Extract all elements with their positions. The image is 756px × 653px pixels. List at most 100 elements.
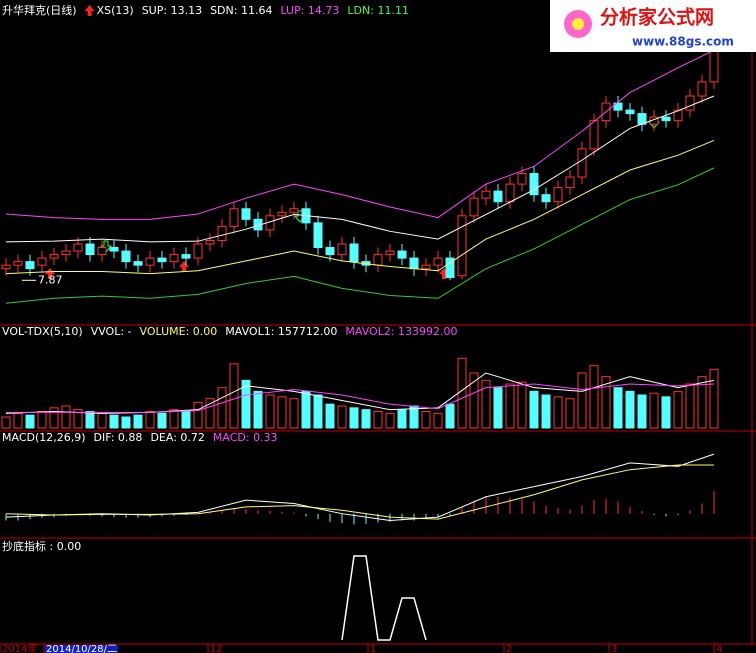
candle-body <box>1 264 11 270</box>
volume-bar <box>25 414 35 429</box>
volume-bar <box>325 403 335 429</box>
volume-bar <box>37 411 47 429</box>
volume-bar <box>661 396 671 429</box>
candle-body <box>277 211 287 217</box>
volume-bar <box>397 409 407 429</box>
candle-body <box>181 254 191 259</box>
watermark-logo <box>572 18 584 30</box>
candle-body <box>541 194 551 203</box>
indicator-line <box>341 555 427 641</box>
volume-bar <box>481 379 491 429</box>
volume-bar <box>505 383 515 429</box>
panel-header: VOLUME: 0.00 <box>140 325 218 338</box>
volume-bar <box>157 412 167 429</box>
volume-bar <box>565 398 575 429</box>
panel-header: XS(13) <box>97 4 134 17</box>
volume-bar <box>13 412 23 429</box>
candle-body <box>25 261 35 270</box>
candle-body <box>349 243 359 263</box>
candle-body <box>577 148 587 178</box>
volume-bar <box>133 414 143 429</box>
volume-bar <box>685 383 695 429</box>
volume-bar <box>1 416 11 429</box>
volume-bar <box>349 407 359 429</box>
volume-bar <box>265 394 275 429</box>
indicator-line <box>5 49 715 220</box>
candle-body <box>61 250 71 256</box>
volume-bar <box>421 411 431 429</box>
candle-body <box>289 208 299 213</box>
candle-body <box>205 239 215 245</box>
x-axis-label: 4 <box>716 644 722 653</box>
volume-bar <box>541 394 551 429</box>
volume-bar <box>445 403 455 429</box>
header-arrow <box>84 5 95 16</box>
min-label: 7.87 <box>38 273 63 286</box>
watermark-title: 分析家公式网 <box>600 6 714 29</box>
volume-bar <box>553 396 563 429</box>
panel-header: MAVOL1: 157712.00 <box>225 325 337 338</box>
volume-bar <box>313 394 323 429</box>
volume-bar <box>217 387 227 429</box>
candle-body <box>229 208 239 227</box>
volume-bar <box>433 412 443 429</box>
candle-body <box>133 261 143 266</box>
candle-body <box>589 120 599 150</box>
candle-body <box>445 257 455 278</box>
candle-body <box>409 257 419 270</box>
candle-body <box>613 102 623 111</box>
candle-body <box>421 264 431 270</box>
panel-header: DIF: 0.88 <box>94 431 143 444</box>
volume-bar <box>181 411 191 429</box>
volume-bar <box>61 405 71 429</box>
x-axis-label: 2 <box>506 644 512 653</box>
candle-body <box>85 243 95 256</box>
candle-body <box>397 250 407 259</box>
indicator-line <box>5 139 715 275</box>
volume-bar <box>529 390 539 429</box>
candle-body <box>661 116 671 122</box>
volume-bar <box>469 372 479 429</box>
candle-body <box>145 257 155 266</box>
x-axis-label: 12 <box>210 644 223 653</box>
buy-arrow <box>439 268 449 279</box>
volume-bar <box>253 390 263 429</box>
candle-body <box>109 247 119 252</box>
candle-body <box>193 243 203 259</box>
panel-header: 升华拜克(日线) <box>2 3 77 17</box>
candle-body <box>529 173 539 196</box>
candle-body <box>337 243 347 256</box>
panel-header: MAVOL2: 133992.00 <box>345 325 457 338</box>
panel-header: LDN: 11.11 <box>347 4 409 17</box>
volume-bar <box>649 392 659 429</box>
volume-bar <box>493 387 503 429</box>
volume-bar <box>577 372 587 429</box>
candle-body <box>493 190 503 203</box>
volume-bar <box>301 390 311 429</box>
volume-bar <box>361 409 371 429</box>
panel-header: SDN: 11.64 <box>210 4 272 17</box>
panel-header: LUP: 14.73 <box>280 4 339 17</box>
x-axis-label: 2014/10/28/二 <box>46 644 117 653</box>
volume-bar <box>109 414 119 429</box>
candle-body <box>313 222 323 249</box>
candle-body <box>517 173 527 185</box>
volume-bar <box>205 398 215 429</box>
candle-body <box>121 250 131 263</box>
candle-body <box>481 190 491 199</box>
volume-bar <box>289 398 299 429</box>
candle-body <box>217 225 227 241</box>
candle-body <box>157 257 167 263</box>
x-axis-label: 3 <box>611 644 617 653</box>
x-axis-label: 1 <box>370 644 376 653</box>
panel-header: 抄底指标 : 0.00 <box>2 539 81 553</box>
candle-body <box>37 257 47 266</box>
candle-body <box>625 109 635 115</box>
volume-bar <box>517 381 527 429</box>
volume-bar <box>385 412 395 429</box>
indicator-line <box>5 453 715 521</box>
candle-body <box>373 254 383 266</box>
panel-header: DEA: 0.72 <box>150 431 204 444</box>
volume-bar <box>169 409 179 429</box>
